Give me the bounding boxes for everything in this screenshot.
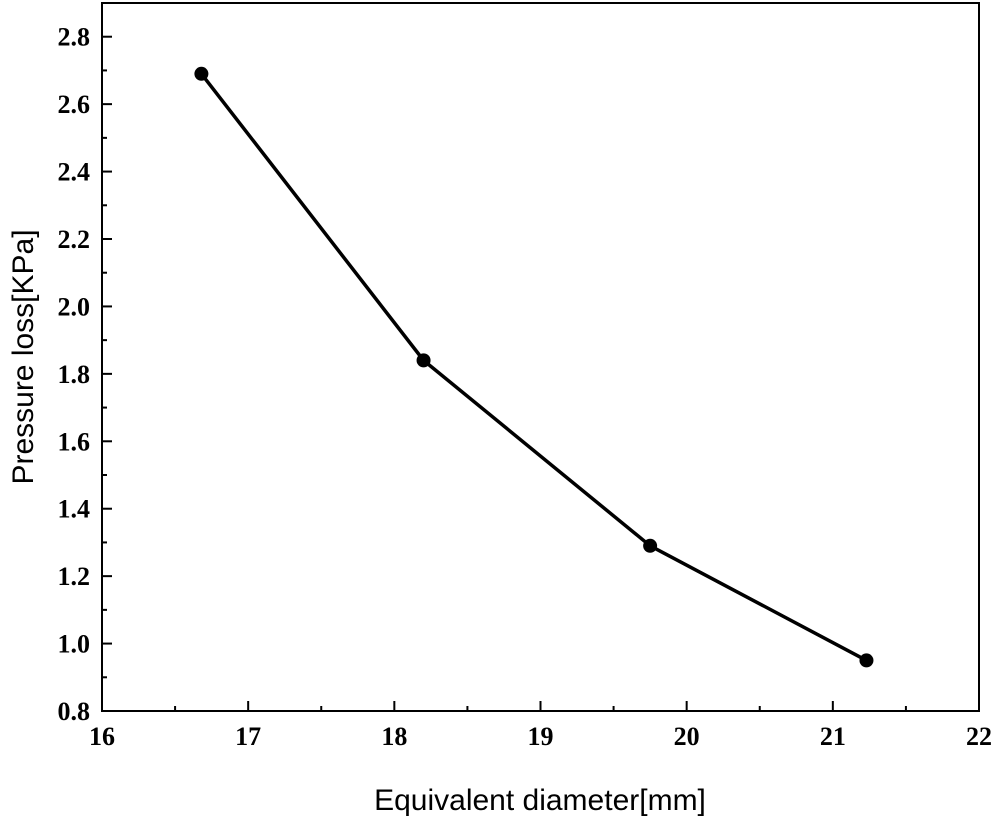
y-tick-label: 0.8 xyxy=(58,697,91,726)
y-tick-label: 2.4 xyxy=(58,158,91,187)
series-layer xyxy=(194,66,874,668)
x-tick-label: 20 xyxy=(674,722,700,751)
x-tick-label: 16 xyxy=(89,722,115,751)
data-point xyxy=(859,653,874,668)
y-tick-label: 1.6 xyxy=(58,427,91,456)
data-point xyxy=(194,66,209,81)
y-tick-label: 2.2 xyxy=(58,225,91,254)
y-tick-label: 2.8 xyxy=(58,23,91,52)
x-axis-title: Equivalent diameter[mm] xyxy=(374,784,706,817)
y-axis-title: Pressure loss[KPa] xyxy=(7,229,40,484)
y-tick-label: 1.4 xyxy=(58,495,91,524)
series-line xyxy=(200,72,868,662)
plot-frame xyxy=(101,2,980,712)
y-tick-label: 2.0 xyxy=(58,292,91,321)
y-tick-label: 1.2 xyxy=(58,562,91,591)
y-axis: 0.8 1.0 1.2 1.4 1.6 1.8 2.0 2.2 2.4 2.6 2.8 xyxy=(58,2,112,726)
x-tick-label: 22 xyxy=(966,722,992,751)
y-tick-label: 1.8 xyxy=(58,360,91,389)
x-tick-label: 18 xyxy=(381,722,407,751)
x-tick-label: 17 xyxy=(235,722,261,751)
x-axis: 16 17 18 19 20 21 22 xyxy=(89,701,992,751)
y-tick-label: 1.0 xyxy=(58,630,91,659)
x-tick-label: 21 xyxy=(820,722,846,751)
data-point xyxy=(416,353,431,368)
y-tick-label: 2.6 xyxy=(58,90,91,119)
data-point xyxy=(643,538,658,553)
x-tick-label: 19 xyxy=(528,722,554,751)
